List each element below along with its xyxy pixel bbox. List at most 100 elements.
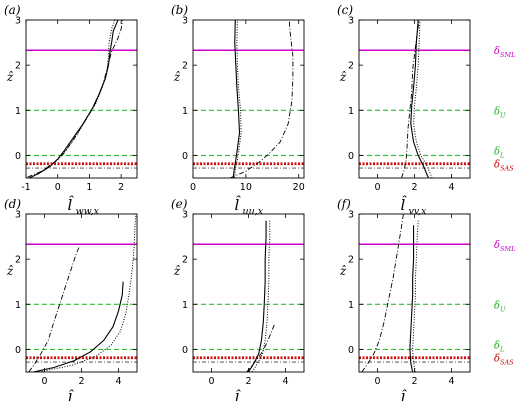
y-axis-label: ẑ: [339, 70, 347, 84]
x-tick-label: 2: [245, 376, 251, 387]
x-tick-label: 0: [374, 182, 380, 193]
x-tick-label: 20: [293, 182, 305, 193]
series-line-dashdot: [246, 324, 275, 372]
x-tick-label: 0: [374, 376, 380, 387]
panel-frame: [25, 213, 138, 373]
y-tick-label: 1: [182, 106, 188, 117]
y-tick-label: 1: [15, 300, 21, 311]
delta-label-l: δ: [494, 340, 500, 351]
delta-label-subscript: U: [500, 111, 506, 119]
y-tick-label: 3: [182, 210, 188, 221]
series-group: [28, 214, 137, 372]
x-tick-label: 4: [448, 182, 454, 193]
delta-label-subscript: L: [499, 151, 504, 159]
series-line-dashdot: [28, 245, 81, 372]
x-axis-label: l̂: [401, 390, 408, 401]
x-axis-label: l̂: [401, 196, 408, 214]
panel-label: (d): [4, 197, 21, 211]
series-group: [229, 20, 294, 178]
y-tick-label: 0: [348, 345, 354, 356]
panel-frame: [358, 19, 471, 179]
x-tick-label: 0: [190, 182, 196, 193]
series-line-dashdot: [229, 20, 294, 178]
panel-label: (b): [171, 3, 188, 17]
y-tick-label: 3: [348, 16, 354, 27]
delta-label-subscript: SML: [500, 245, 515, 253]
x-axis-label: l̂: [68, 390, 75, 401]
y-axis-label: ẑ: [339, 264, 347, 278]
x-axis-label: l̂: [68, 196, 75, 214]
x-axis-label-subscript: vv,x: [409, 206, 428, 217]
series-line-solid: [410, 20, 429, 178]
delta-label-subscript: SML: [500, 51, 515, 59]
series-group: [246, 220, 275, 372]
y-tick-label: 1: [348, 300, 354, 311]
delta-label-sas: δ: [494, 353, 500, 364]
series-line-dotted: [234, 20, 242, 178]
y-axis-label: ẑ: [6, 70, 14, 84]
series-group: [361, 214, 419, 372]
delta-label-sas: δ: [494, 159, 500, 170]
x-tick-label: 2: [118, 182, 124, 193]
y-tick-label: 0: [15, 345, 21, 356]
panel-label: (a): [4, 3, 21, 17]
y-axis-label: ẑ: [173, 264, 181, 278]
x-tick-label: 2: [78, 376, 84, 387]
x-axis-label-subscript: ww,x: [76, 206, 100, 217]
x-tick-label: 4: [448, 376, 454, 387]
series-line-dashdot: [401, 20, 420, 178]
series-line-dotted: [413, 20, 433, 178]
x-tick-label: 2: [411, 182, 417, 193]
x-tick-label: 0: [55, 182, 61, 193]
y-tick-label: 0: [182, 151, 188, 162]
x-axis-label-subscript: uu,x: [243, 206, 264, 217]
delta-label-sml: δ: [494, 46, 500, 57]
y-tick-label: 2: [182, 255, 188, 266]
series-line-solid: [33, 281, 124, 372]
x-axis-label: l̂: [235, 390, 242, 401]
delta-label-subscript: SAS: [500, 164, 514, 172]
series-line-dotted: [38, 214, 137, 372]
delta-label-subscript: L: [499, 345, 504, 353]
y-tick-label: 2: [348, 255, 354, 266]
y-tick-label: 3: [182, 16, 188, 27]
series-line-dotted: [33, 20, 116, 177]
y-tick-label: 3: [15, 16, 21, 27]
series-group: [27, 20, 124, 178]
panel-frame: [192, 213, 305, 373]
y-tick-label: 2: [182, 61, 188, 72]
series-line-dashdot: [361, 214, 404, 372]
series-line-solid: [409, 225, 415, 372]
x-tick-label: 10: [240, 182, 252, 193]
series-line-solid: [232, 20, 241, 178]
y-tick-label: 0: [348, 151, 354, 162]
delta-label-subscript: U: [500, 305, 506, 313]
delta-label-u: δ: [494, 106, 500, 117]
series-group: [401, 20, 433, 178]
x-tick-label: 4: [115, 376, 121, 387]
panel-label: (e): [171, 197, 188, 211]
y-axis-label: ẑ: [6, 264, 14, 278]
x-tick-label: -1: [21, 182, 30, 193]
y-tick-label: 2: [15, 255, 21, 266]
panel-2: 0 10 20 0 1 2 3(b) ẑ l̂ uu,x: [171, 3, 305, 217]
x-tick-label: 1: [86, 182, 92, 193]
x-tick-label: 0: [41, 376, 47, 387]
y-tick-label: 2: [348, 61, 354, 72]
y-tick-label: 1: [15, 106, 21, 117]
series-line-dotted: [251, 220, 271, 372]
series-line-solid: [28, 20, 119, 178]
y-tick-label: 3: [15, 210, 21, 221]
panel-label: (c): [337, 3, 353, 17]
delta-label-l: δ: [494, 146, 500, 157]
series-line-solid: [248, 220, 267, 372]
delta-label-u: δ: [494, 300, 500, 311]
y-axis-label: ẑ: [173, 70, 181, 84]
panel-frame: [25, 19, 138, 179]
x-tick-label: 2: [411, 376, 417, 387]
y-tick-label: 2: [15, 61, 21, 72]
